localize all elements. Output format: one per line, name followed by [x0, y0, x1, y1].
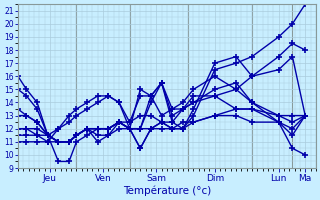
X-axis label: Température (°c): Température (°c) [123, 185, 211, 196]
